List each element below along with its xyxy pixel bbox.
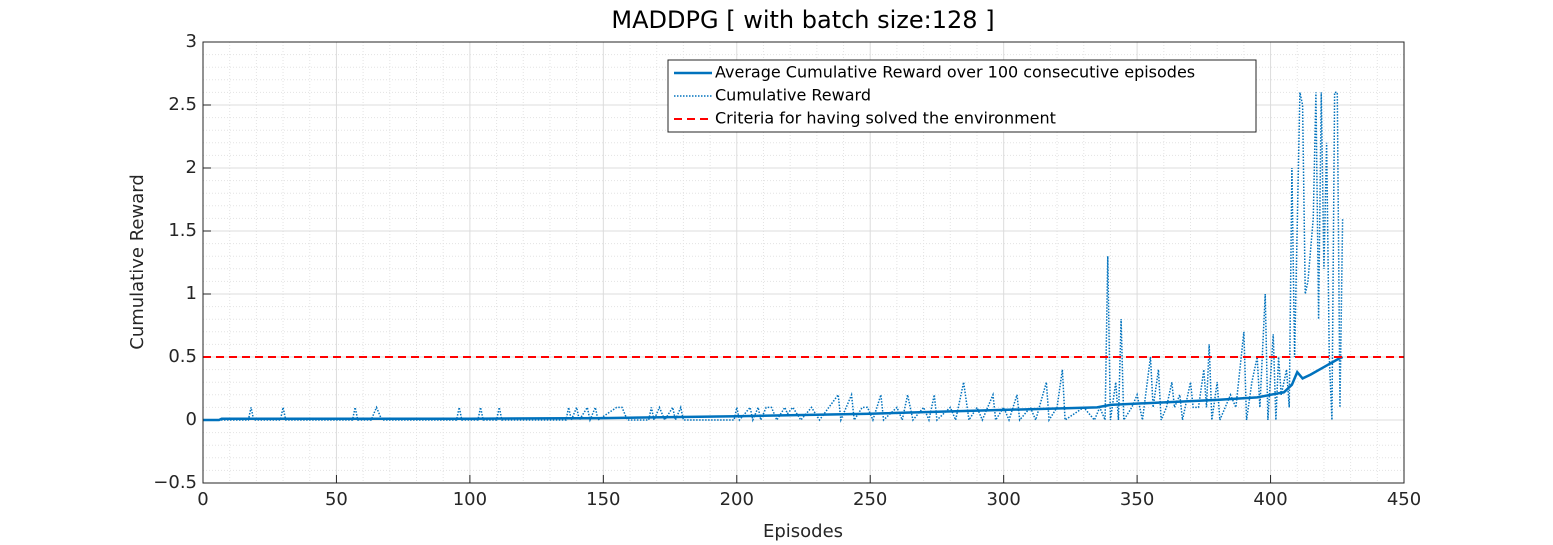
y-tick-label: 0 <box>186 409 197 430</box>
y-tick-label: 0.5 <box>168 346 197 367</box>
x-tick-label: 0 <box>197 489 208 510</box>
x-tick-label: 450 <box>1387 489 1421 510</box>
x-tick-label: 400 <box>1253 489 1287 510</box>
legend-box <box>667 59 1257 133</box>
y-tick-label: 3 <box>186 31 197 52</box>
legend-label: Criteria for having solved the environme… <box>715 109 1056 128</box>
series-line <box>203 91 1344 423</box>
legend-label: Average Cumulative Reward over 100 conse… <box>715 63 1195 82</box>
x-tick-label: 250 <box>853 489 887 510</box>
axes-box <box>202 41 1405 484</box>
y-tick-label: 2 <box>186 157 197 178</box>
y-tick-label: 1.5 <box>168 220 197 241</box>
x-tick-label: 100 <box>453 489 487 510</box>
x-axis-label: Episodes <box>763 521 843 542</box>
legend: Average Cumulative Reward over 100 conse… <box>667 59 1257 133</box>
y-axis-label: Cumulative Reward <box>127 174 148 350</box>
x-tick-label: 50 <box>325 489 348 510</box>
y-tick-label: 2.5 <box>168 94 197 115</box>
chart-title: MADDPG [ with batch size:128 ] <box>611 6 994 34</box>
x-tick-label: 150 <box>586 489 620 510</box>
y-tick-label: −0.5 <box>153 472 197 493</box>
series-line <box>203 355 1344 422</box>
y-tick-label: 1 <box>186 283 197 304</box>
legend-label: Cumulative Reward <box>715 86 871 105</box>
x-tick-label: 350 <box>1120 489 1154 510</box>
x-tick-label: 300 <box>986 489 1020 510</box>
x-tick-label: 200 <box>720 489 754 510</box>
